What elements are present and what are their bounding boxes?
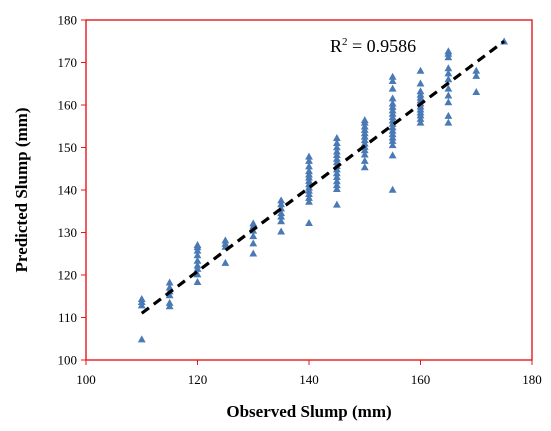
data-point: [444, 91, 453, 99]
data-point: [444, 98, 453, 106]
r-squared-annotation: R2 = 0.9586: [330, 36, 416, 56]
r2-prefix: R: [330, 36, 342, 56]
data-point: [444, 84, 453, 92]
data-point: [249, 239, 258, 247]
data-point: [388, 151, 397, 159]
data-point: [193, 278, 202, 286]
data-point: [193, 256, 202, 264]
data-point: [332, 139, 341, 147]
y-tick-label: 140: [58, 183, 78, 198]
data-point: [305, 218, 313, 226]
x-axis-title: Observed Slump (mm): [226, 402, 391, 421]
data-point: [444, 64, 453, 72]
data-point: [332, 169, 341, 177]
data-point: [500, 37, 509, 45]
x-tick-label: 100: [76, 372, 96, 387]
data-point: [444, 118, 453, 126]
data-point: [332, 184, 341, 192]
data-point: [221, 236, 230, 244]
data-point: [277, 196, 286, 204]
data-point: [332, 173, 341, 181]
data-point: [277, 200, 286, 208]
data-point: [332, 147, 341, 155]
data-point: [277, 227, 286, 235]
r2-superscript: 2: [342, 36, 348, 48]
data-point: [193, 241, 202, 249]
data-point: [444, 111, 453, 119]
data-point: [165, 291, 174, 299]
data-point: [332, 143, 341, 151]
data-point: [388, 77, 397, 84]
y-tick-label: 110: [58, 310, 77, 325]
data-point: [165, 283, 174, 291]
data-point: [137, 295, 146, 303]
data-point: [388, 141, 397, 149]
data-point: [221, 258, 230, 266]
y-tick-label: 120: [58, 268, 78, 283]
data-point: [305, 193, 313, 201]
data-point: [444, 47, 453, 55]
data-point: [416, 87, 425, 95]
y-tick-label: 150: [58, 140, 78, 155]
data-point: [137, 335, 146, 343]
data-points: [137, 37, 509, 343]
data-point: [360, 156, 369, 164]
y-axis-ticks: 100 110 120 130 140 150 160 170 180: [58, 13, 86, 368]
y-axis-title: Predicted Slump (mm): [12, 108, 31, 273]
data-point: [388, 185, 397, 193]
data-point: [305, 156, 313, 164]
x-axis-ticks: 100 120 140 160 180: [76, 360, 542, 387]
y-tick-label: 100: [58, 353, 78, 368]
y-tick-label: 170: [58, 55, 78, 70]
data-point: [332, 177, 341, 185]
data-point: [444, 69, 453, 77]
data-point: [249, 219, 258, 227]
data-point: [472, 66, 481, 74]
data-point: [305, 197, 313, 205]
data-point: [332, 154, 341, 162]
data-point: [360, 116, 369, 124]
data-point: [416, 79, 425, 87]
trendline: [140, 39, 506, 315]
data-point: [388, 94, 397, 102]
data-point: [472, 71, 481, 79]
data-point: [165, 298, 174, 306]
y-tick-label: 160: [58, 98, 78, 113]
data-point: [193, 261, 202, 269]
x-tick-label: 160: [411, 372, 431, 387]
data-point: [360, 122, 369, 130]
data-point: [388, 84, 397, 92]
data-point: [165, 278, 174, 286]
data-point: [444, 75, 453, 83]
r2-value: = 0.9586: [348, 36, 417, 56]
data-point: [277, 209, 286, 217]
x-tick-label: 140: [299, 372, 319, 387]
data-point: [416, 118, 425, 126]
data-point: [249, 232, 258, 240]
data-point: [249, 249, 258, 257]
y-tick-label: 130: [58, 225, 78, 240]
data-point: [472, 88, 481, 96]
x-tick-label: 120: [188, 372, 208, 387]
data-point: [277, 217, 286, 225]
data-point: [332, 181, 341, 189]
data-point: [416, 66, 425, 74]
data-point: [193, 251, 202, 259]
data-point: [332, 200, 341, 208]
data-point: [388, 72, 397, 80]
data-point: [305, 152, 313, 160]
y-tick-label: 180: [58, 13, 78, 28]
data-point: [388, 99, 397, 107]
data-point: [332, 133, 341, 141]
data-point: [360, 150, 369, 158]
x-tick-label: 180: [522, 372, 542, 387]
data-point: [193, 270, 202, 278]
data-point: [360, 163, 369, 171]
data-point: [305, 162, 313, 170]
data-point: [305, 167, 313, 175]
